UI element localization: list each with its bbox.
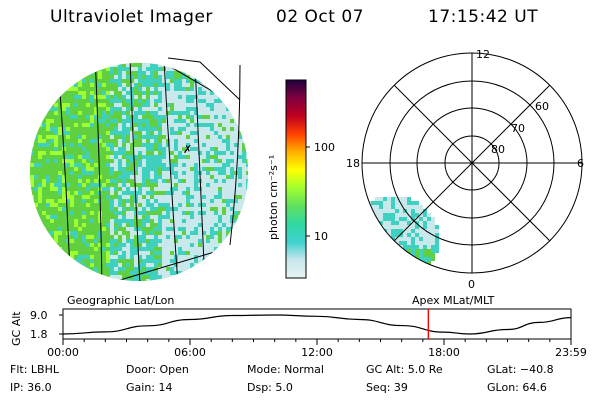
colorbar-tick-label-100: 100 — [314, 141, 335, 154]
geo-lon-outer — [229, 64, 241, 246]
info-door: Door: Open — [126, 363, 189, 376]
colorbar-label: photon cm⁻²s⁻¹ — [267, 155, 280, 240]
info-mode: Mode: Normal — [247, 363, 324, 376]
altitude-curve — [62, 314, 572, 335]
mlat-label-60: 60 — [535, 100, 549, 113]
geo-marker-icon: ✗ — [183, 143, 192, 156]
time-label: 17:15:42 UT — [428, 7, 539, 27]
xtick-label-2: 12:00 — [301, 346, 333, 359]
colorbar: 100 10 photon cm⁻²s⁻¹ — [267, 79, 335, 279]
ytick-label-1-8: 1.8 — [30, 328, 48, 341]
polar-diag-2 — [393, 84, 551, 242]
xtick-label-1: 06:00 — [174, 346, 206, 359]
date-label: 02 Oct 07 — [276, 7, 364, 27]
left-panel-name: Geographic Lat/Lon — [67, 294, 174, 307]
info-glat: GLat: −40.8 — [487, 363, 554, 376]
info-filter: Flt: LBHL — [10, 363, 59, 376]
xtick-label-0: 00:00 — [47, 346, 79, 359]
info-dsp: Dsp: 5.0 — [247, 381, 293, 394]
instrument-title: Ultraviolet Imager — [50, 7, 213, 27]
info-ip: IP: 36.0 — [10, 381, 52, 394]
colorbar-tick-label-10: 10 — [314, 230, 328, 243]
mlt-label-6: 6 — [577, 157, 584, 170]
altitude-plot-frame — [62, 308, 572, 340]
aurora-image-left — [30, 63, 248, 281]
mlt-label-18: 18 — [346, 157, 360, 170]
colorbar-scale — [285, 79, 307, 279]
polar-panel: 12 18 6 0 60 70 80 — [346, 48, 584, 291]
mlt-label-0: 0 — [468, 278, 475, 291]
xtick-label-3: 18:00 — [428, 346, 460, 359]
altitude-plot: Geographic Lat/Lon Apex MLat/MLT 9.0 1.8… — [10, 294, 587, 359]
info-seq: Seq: 39 — [366, 381, 408, 394]
geographic-image-panel: ✗ — [30, 57, 248, 281]
geo-grid-lines — [57, 63, 248, 281]
mlt-label-12: 12 — [476, 48, 490, 61]
mlat-label-80: 80 — [491, 143, 505, 156]
ytick-label-9: 9.0 — [30, 309, 48, 322]
right-panel-name: Apex MLat/MLT — [412, 294, 495, 307]
info-gain: Gain: 14 — [126, 381, 173, 394]
info-glon: GLon: 64.6 — [487, 381, 547, 394]
info-gc-alt: GC Alt: 5.0 Re — [366, 363, 443, 376]
xtick-label-4: 23:59 — [555, 346, 587, 359]
altitude-ylabel: GC Alt — [10, 311, 23, 346]
geo-grid-outer — [167, 57, 241, 101]
mlat-label-70: 70 — [511, 122, 525, 135]
